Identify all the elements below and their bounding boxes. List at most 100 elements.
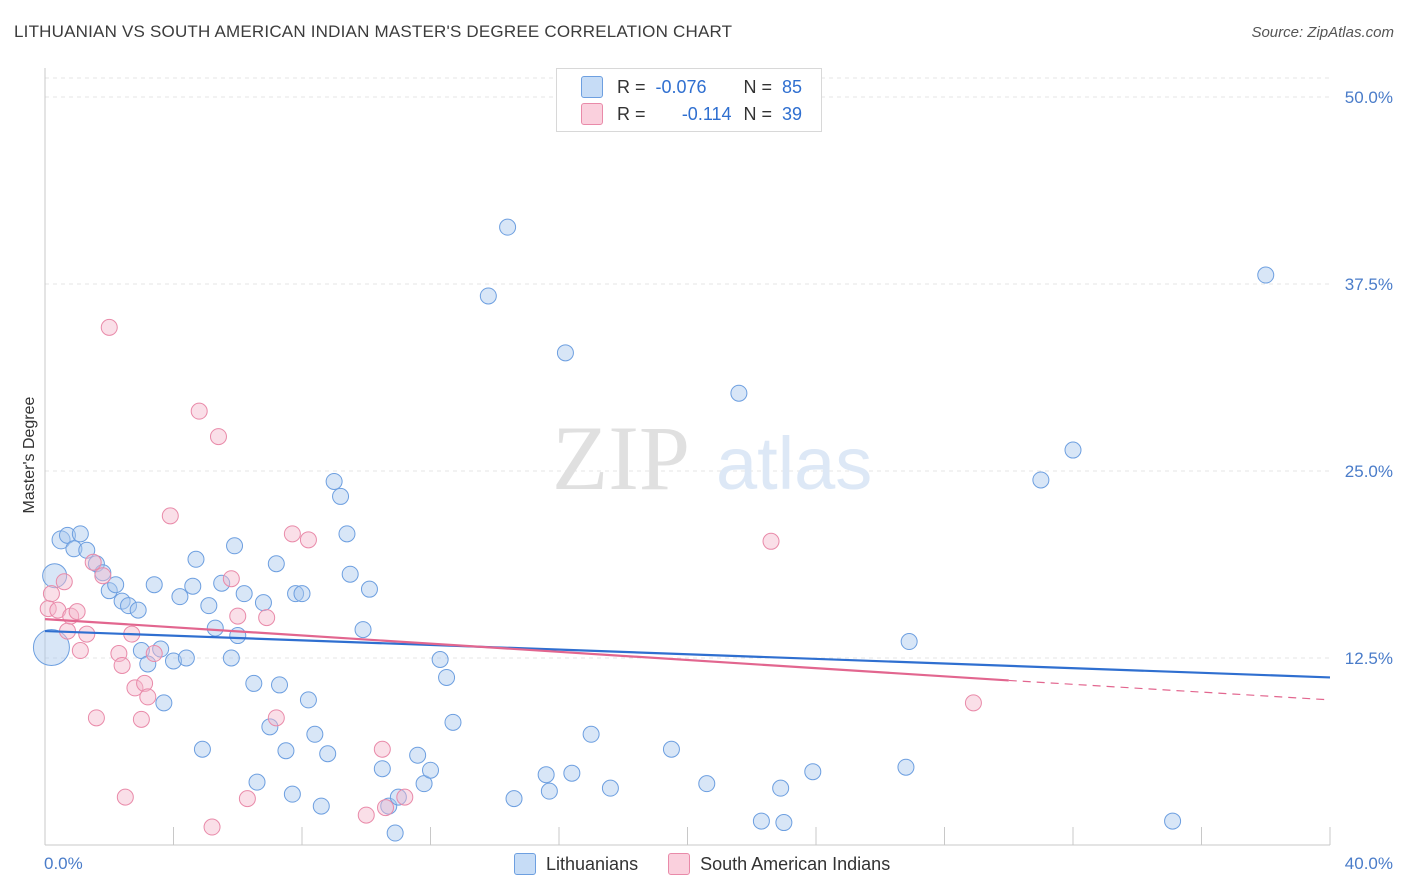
lithuanian-point [422, 761, 439, 779]
lithuanian-point [277, 742, 295, 760]
lithuanian-point [386, 824, 404, 842]
legend-r-label: R = [617, 76, 646, 97]
south-american-indian-point [136, 674, 154, 692]
y-tick-label: 50.0% [1345, 88, 1393, 107]
lithuanian-point [409, 746, 427, 764]
lithuanian-point [1257, 266, 1275, 284]
lithuanian-point [200, 597, 218, 615]
bottom-legend-lithuanians: Lithuanians [514, 853, 638, 875]
lithuanian-trend-line [44, 629, 1331, 679]
south-american-indian-point [762, 532, 780, 550]
lithuanian-point [306, 725, 324, 743]
south-american-indian-point [209, 428, 227, 446]
lithuanian-point [206, 619, 224, 637]
lithuanian-point [165, 652, 182, 670]
lithuanian-point [537, 766, 555, 784]
south-american-indian-trend-line [44, 618, 1009, 682]
lithuanian-point [1064, 441, 1082, 459]
legend-box: R = -0.076 N = 85 R = -0.114 N = 39 [556, 68, 822, 132]
south-american-indian-point [373, 740, 391, 758]
lithuanian-point [556, 344, 574, 362]
lithuanian-point [319, 745, 337, 763]
bottom-legend-swatch-pink [668, 853, 691, 875]
lithuanian-point [213, 574, 231, 592]
lithuanian-point [540, 782, 558, 800]
lithuanian-point [100, 582, 118, 600]
south-american-indian-point [132, 710, 150, 728]
lithuanian-point [341, 565, 359, 583]
lithuanian-point [1032, 471, 1050, 489]
south-american-indian-point [94, 567, 112, 585]
south-american-indian-point [258, 609, 276, 627]
x-tick-label-max: 40.0% [1345, 854, 1393, 873]
bottom-legend-south-american-indians: South American Indians [668, 853, 890, 875]
lithuanian-point [900, 633, 918, 651]
lithuanian-point [312, 797, 330, 815]
grid-lines [45, 77, 1330, 659]
lithuanian-point [730, 384, 748, 402]
legend-n-label: N = [743, 76, 773, 97]
lithuanian-point [42, 563, 68, 589]
lithuanian-point [187, 550, 205, 568]
legend-n-value: 39 [782, 103, 803, 124]
south-american-indian-point [203, 818, 221, 836]
lithuanian-point [897, 758, 915, 776]
south-american-indian-point [139, 688, 157, 706]
lithuanian-point [248, 773, 266, 791]
lithuanian-point [193, 740, 211, 758]
lithuanian-point [235, 585, 253, 603]
south-american-indian-point [238, 790, 256, 808]
lithuanian-point [582, 725, 600, 743]
south-american-indian-point [161, 507, 179, 525]
legend-n-label: N = [743, 103, 773, 124]
lithuanian-point [65, 540, 83, 558]
south-american-indian-point [126, 679, 144, 697]
lithuanian-point [505, 790, 523, 808]
lithuanian-point [32, 629, 70, 667]
watermark-zip: ZIP [552, 407, 690, 509]
south-american-indian-point [42, 585, 60, 603]
south-american-indian-point [267, 709, 285, 727]
south-american-indian-point [84, 553, 102, 571]
lithuanian-point [662, 740, 680, 758]
lithuanian-point [222, 649, 240, 667]
y-tick-label: 25.0% [1345, 462, 1393, 481]
south-american-indian-point [145, 645, 163, 663]
lithuanian-point [354, 621, 372, 639]
south-american-indian-point [113, 656, 131, 674]
legend-row-south-american-indians: R = -0.114 N = 39 [581, 102, 802, 126]
x-tick-labels: 0.0% 40.0% [44, 854, 1393, 873]
lithuanian-point [373, 760, 391, 778]
lithuanian-point [804, 763, 822, 781]
lithuanian-point [71, 525, 89, 543]
data-points [32, 218, 1275, 842]
lithuanian-point [120, 597, 138, 615]
chart-source: Source: ZipAtlas.com [1251, 24, 1394, 41]
lithuanian-point [283, 785, 301, 803]
bottom-legend-label: Lithuanians [546, 853, 639, 874]
y-tick-label: 37.5% [1345, 275, 1393, 294]
lithuanian-point [287, 585, 305, 603]
lithuanian-point [601, 779, 619, 797]
lithuanian-point [338, 525, 356, 543]
chart-title: LITHUANIAN VS SOUTH AMERICAN INDIAN MAST… [14, 22, 733, 41]
lithuanian-point [479, 287, 497, 305]
lithuanian-point [107, 576, 125, 594]
lithuanian-point [698, 775, 716, 793]
south-american-indian-point [116, 788, 134, 806]
bottom-legend: Lithuanians South American Indians [514, 853, 920, 875]
south-american-indian-point [396, 788, 414, 806]
south-american-indian-point [299, 531, 317, 549]
lithuanian-point [145, 576, 163, 594]
lithuanian-point [155, 694, 173, 712]
lithuanian-point [438, 668, 456, 686]
legend-swatch-pink [581, 103, 603, 125]
lithuanian-point [444, 713, 462, 731]
lithuanian-point [254, 594, 272, 612]
south-american-indian-point [229, 607, 247, 625]
y-tick-labels: 12.5% 25.0% 37.5% 50.0% [1345, 88, 1393, 668]
south-american-indian-point [100, 318, 118, 336]
lithuanian-point [245, 674, 263, 692]
south-american-indian-point [71, 642, 89, 660]
